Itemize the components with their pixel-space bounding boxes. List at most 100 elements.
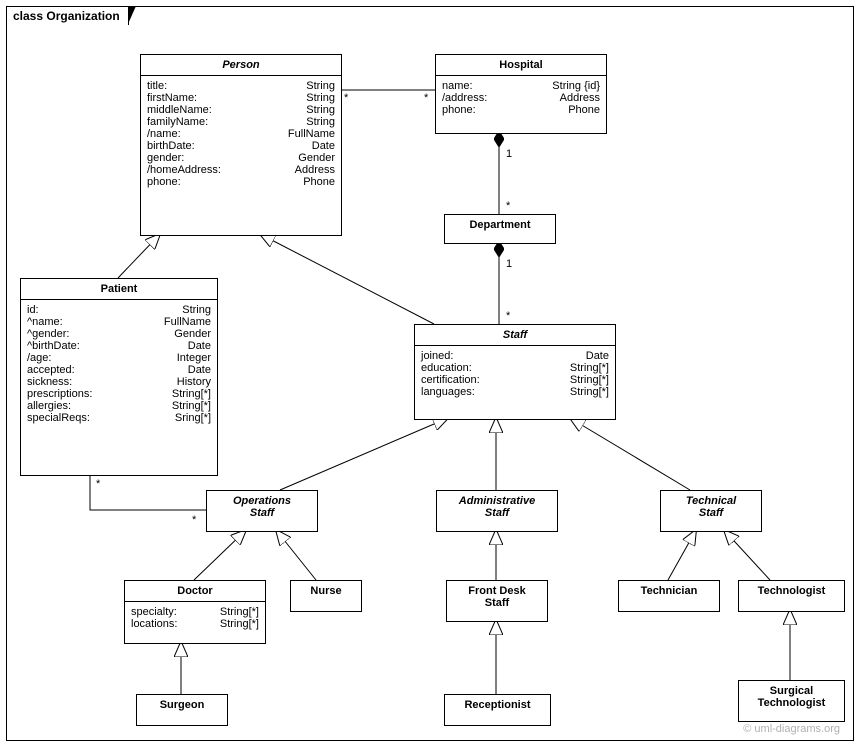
class-Doctor: Doctor specialty: String[*] locations: Strin… [124,580,266,644]
attr-name: allergies: [27,400,71,412]
attr-row: firstName: String [147,92,335,104]
attr-row: gender:Gender [147,152,335,164]
attr-type: String [296,116,335,128]
class-name: Technologist [739,581,844,601]
attr-type: String[*] [162,388,211,400]
attr-name: birthDate: [147,140,195,152]
class-name: SurgicalTechnologist [739,681,844,713]
class-OperationsStaff: OperationsStaff [206,490,318,532]
attr-type: Address [550,92,600,104]
attr-name: /age: [27,352,51,364]
attr-name: languages: [421,386,475,398]
attr-name: id: [27,304,39,316]
attr-row: specialty: String[*] [131,606,259,618]
attr-type: String[*] [210,606,259,618]
attr-name: joined: [421,350,453,362]
attr-row: ^birthDate: Date [27,340,211,352]
attr-name: firstName: [147,92,197,104]
attr-row: ^gender: Gender [27,328,211,340]
class-Nurse: Nurse [290,580,362,612]
class-name: Person [141,55,341,76]
class-Department: Department [444,214,556,244]
multiplicity: * [192,514,196,526]
attr-row: birthDate: Date [147,140,335,152]
attr-type: Gender [164,328,211,340]
class-name: TechnicalStaff [661,491,761,523]
attr-row: familyName: String [147,116,335,128]
attr-type: Date [576,350,609,362]
attr-row: locations: String[*] [131,618,259,630]
attr-type: String[*] [162,400,211,412]
attr-type: String [172,304,211,316]
attr-name: ^name: [27,316,63,328]
attr-row: name:String {id} [442,80,600,92]
attr-name: locations: [131,618,177,630]
attr-row: education: String[*] [421,362,609,374]
attr-name: specialty: [131,606,177,618]
package-title: class Organization [13,9,120,23]
class-name: Surgeon [137,695,227,715]
class-name: Front DeskStaff [447,581,547,613]
attr-name: ^birthDate: [27,340,80,352]
class-name: Patient [21,279,217,300]
attr-type: String[*] [560,362,609,374]
attr-type: String [296,92,335,104]
attr-type: Date [302,140,335,152]
attr-row: accepted:Date [27,364,211,376]
class-name: Nurse [291,581,361,601]
attr-type: FullName [154,316,211,328]
attr-type: Date [178,340,211,352]
attr-type: Phone [558,104,600,116]
class-TechnicalStaff: TechnicalStaff [660,490,762,532]
class-Hospital: Hospitalname:String {id}/address:Address… [435,54,607,134]
class-Person: Person title:StringfirstName: Stringmiddle… [140,54,342,236]
attr-name: familyName: [147,116,208,128]
attr-type: History [167,376,211,388]
class-SurgicalTechnologist: SurgicalTechnologist [738,680,845,722]
attr-type: Sring[*] [165,412,211,424]
attr-row: prescriptions: String[*] [27,388,211,400]
attr-name: ^gender: [27,328,69,340]
class-attrs: specialty: String[*] locations: String[*] [125,602,265,634]
watermark: © uml-diagrams.org [743,723,840,735]
class-name: Staff [415,325,615,346]
attr-name: specialReqs: [27,412,90,424]
attr-type: String[*] [210,618,259,630]
class-Staff: Staffjoined:Dateeducation:String[*]certi… [414,324,616,420]
attr-name: /name: [147,128,181,140]
attr-row: /homeAddress:Address [147,164,335,176]
attr-type: Integer [167,352,211,364]
multiplicity: 1 [506,258,512,270]
attr-row: ^name: FullName [27,316,211,328]
attr-row: allergies: String[*] [27,400,211,412]
multiplicity: * [344,92,348,104]
attr-row: certification: String[*] [421,374,609,386]
class-Technologist: Technologist [738,580,845,612]
class-Receptionist: Receptionist [444,694,551,726]
attr-name: education: [421,362,472,374]
attr-row: specialReqs: Sring[*] [27,412,211,424]
attr-name: /homeAddress: [147,164,221,176]
attr-name: certification: [421,374,480,386]
class-Technician: Technician [618,580,720,612]
attr-row: phone:Phone [147,176,335,188]
attr-type: Gender [288,152,335,164]
class-AdministrativeStaff: AdministrativeStaff [436,490,558,532]
attr-type: String[*] [560,386,609,398]
class-name: AdministrativeStaff [437,491,557,523]
attr-name: name: [442,80,473,92]
multiplicity: * [506,310,510,322]
class-name: Doctor [125,581,265,602]
attr-row: /address: Address [442,92,600,104]
multiplicity: * [424,92,428,104]
class-attrs: title:StringfirstName: StringmiddleName:S… [141,76,341,192]
attr-row: /age: Integer [27,352,211,364]
class-name: Department [445,215,555,235]
attr-name: prescriptions: [27,388,92,400]
attr-name: phone: [442,104,476,116]
attr-name: /address: [442,92,487,104]
attr-type: String [296,104,335,116]
attr-row: title:String [147,80,335,92]
attr-type: String[*] [560,374,609,386]
attr-row: middleName:String [147,104,335,116]
